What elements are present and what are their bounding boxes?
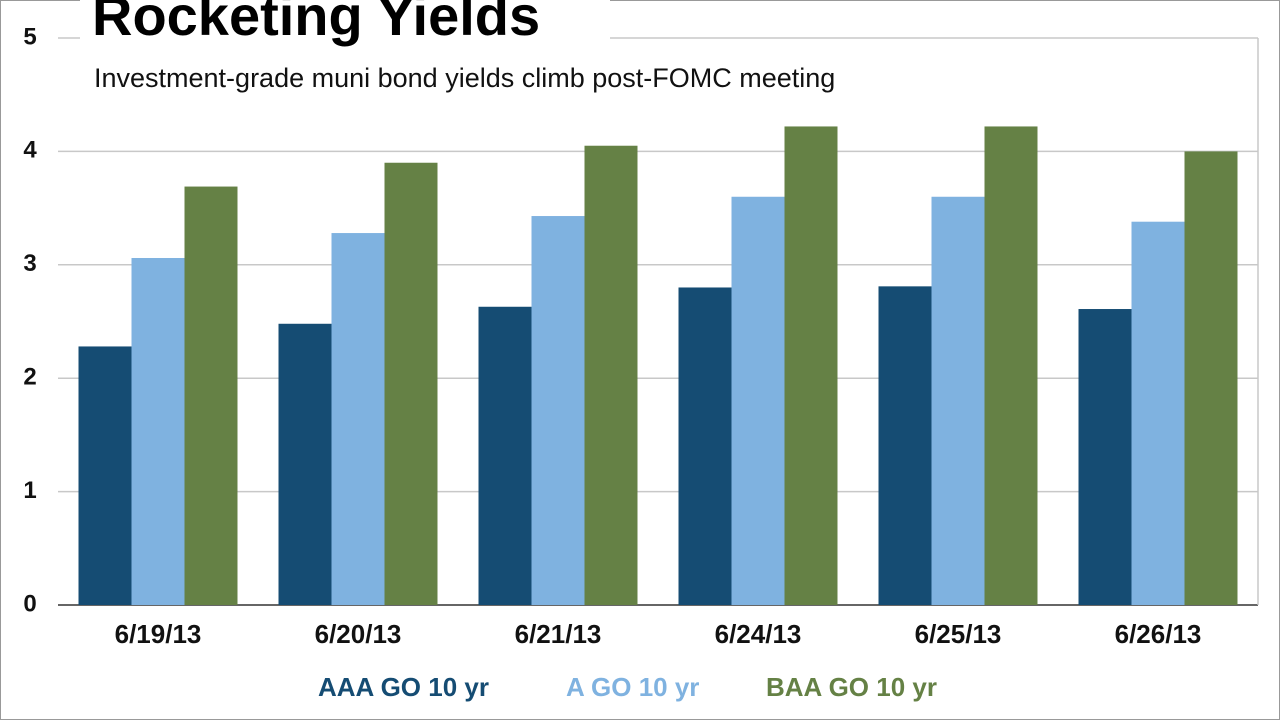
- bar: [131, 257, 185, 605]
- bar: [184, 186, 238, 605]
- bar: [731, 196, 785, 605]
- chart-title: Rocketing Yields: [92, 0, 540, 47]
- x-tick-label: 6/19/13: [115, 619, 202, 649]
- x-tick-label: 6/20/13: [315, 619, 402, 649]
- y-tick-label: 2: [23, 364, 36, 391]
- x-tick-label: 6/24/13: [715, 619, 802, 649]
- legend-label: AAA GO 10 yr: [318, 672, 489, 702]
- x-tick-label: 6/25/13: [915, 619, 1002, 649]
- chart-subtitle: Investment-grade muni bond yields climb …: [94, 63, 835, 93]
- bar: [331, 233, 385, 605]
- bar: [78, 346, 132, 605]
- y-tick-label: 0: [23, 590, 36, 617]
- bar: [931, 196, 985, 605]
- bar: [384, 162, 438, 606]
- y-tick-label: 3: [23, 250, 36, 277]
- legend-label: A GO 10 yr: [566, 672, 699, 702]
- bar: [784, 126, 838, 606]
- legend-label: BAA GO 10 yr: [766, 672, 937, 702]
- bar: [584, 145, 638, 606]
- bar: [878, 286, 932, 605]
- bar: [478, 306, 532, 605]
- bar: [1078, 309, 1132, 605]
- x-tick-label: 6/21/13: [515, 619, 602, 649]
- title-backdrop: [80, 0, 610, 56]
- y-tick-label: 5: [23, 23, 36, 50]
- y-tick-label: 1: [23, 477, 36, 504]
- bar: [1131, 221, 1185, 605]
- y-tick-label: 4: [23, 137, 37, 164]
- bar: [1184, 151, 1238, 605]
- bar: [984, 126, 1038, 606]
- x-tick-label: 6/26/13: [1115, 619, 1202, 649]
- bar: [531, 216, 585, 605]
- bar: [678, 287, 732, 605]
- bar: [278, 323, 332, 605]
